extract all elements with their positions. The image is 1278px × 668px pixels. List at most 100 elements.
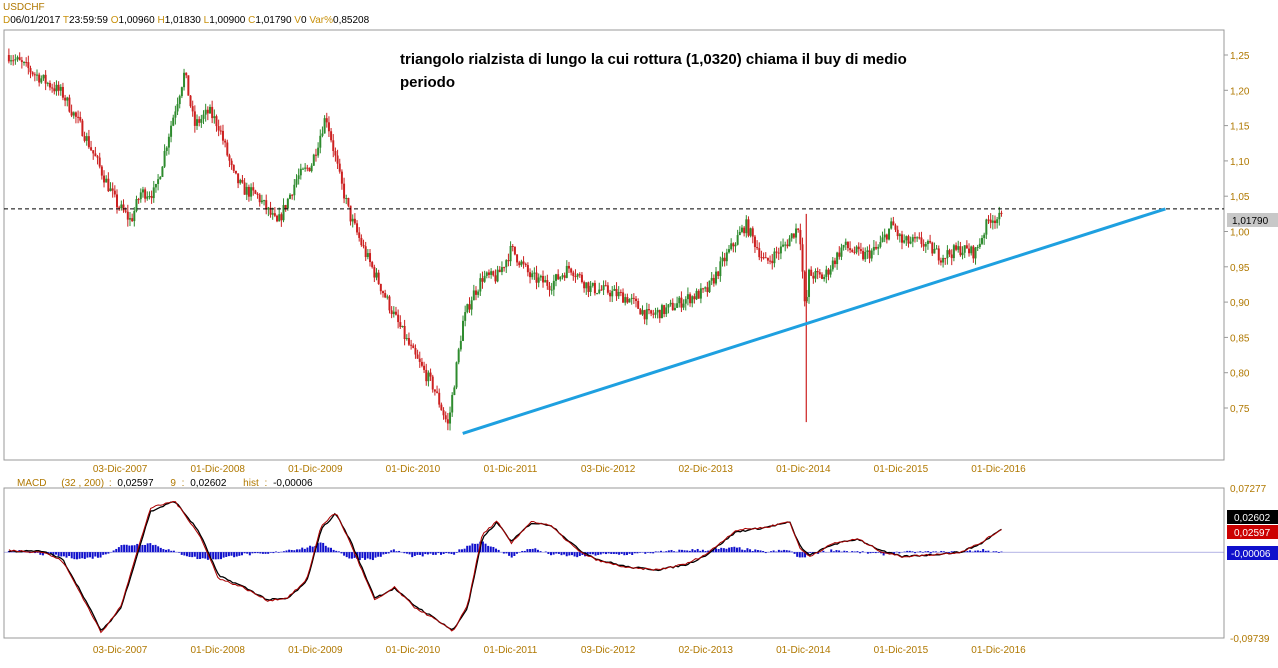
y-tick-label: 0,75 xyxy=(1230,404,1250,415)
candle-body xyxy=(378,273,380,284)
candle-body xyxy=(953,245,955,258)
low-value: 1,00900 xyxy=(209,15,245,26)
candle-body xyxy=(436,392,438,393)
candle-body xyxy=(289,195,291,199)
candle-body xyxy=(830,269,832,274)
candle-body xyxy=(55,85,57,91)
candle-body xyxy=(940,260,942,262)
candle-body xyxy=(808,270,810,297)
candle-body xyxy=(523,261,525,263)
candle-body xyxy=(557,274,559,279)
candle-body xyxy=(845,242,847,245)
candle-body xyxy=(637,301,639,309)
candle-body xyxy=(966,245,968,248)
x-tick-label: 01-Dic-2016 xyxy=(971,464,1026,475)
candle-body xyxy=(12,60,14,61)
candle-body xyxy=(224,141,226,143)
candle-body xyxy=(276,216,278,222)
candle-body xyxy=(399,322,401,327)
volume-value: 0 xyxy=(301,15,307,26)
candle-body xyxy=(696,291,698,299)
candle-body xyxy=(717,272,719,276)
candle-body xyxy=(577,274,579,276)
candle-body xyxy=(71,112,73,116)
candle-body xyxy=(451,395,453,412)
candle-body xyxy=(142,189,144,192)
candle-body xyxy=(538,277,540,282)
candle-body xyxy=(773,252,775,264)
candle-body xyxy=(886,235,888,240)
candle-body xyxy=(594,283,596,293)
candle-body xyxy=(285,205,287,208)
candle-body xyxy=(64,98,66,101)
signal-key: 9 xyxy=(170,478,176,489)
candle-body xyxy=(843,245,845,248)
candle-body xyxy=(975,248,977,259)
candle-body xyxy=(516,254,518,262)
candle-body xyxy=(862,251,864,259)
candle-body xyxy=(86,136,88,141)
candle-body xyxy=(836,253,838,265)
candle-body xyxy=(527,265,529,272)
candle-body xyxy=(724,258,726,261)
candle-body xyxy=(339,164,341,172)
candle-body xyxy=(747,219,749,235)
candle-body xyxy=(490,271,492,275)
candle-body xyxy=(101,167,103,176)
candle-body xyxy=(298,175,300,179)
candle-body xyxy=(66,98,68,101)
candle-body xyxy=(187,75,189,95)
y-tick-label: 0,80 xyxy=(1230,369,1250,380)
date-value: 06/01/2017 xyxy=(10,15,60,26)
macd-badge-text: 0,02597 xyxy=(1234,528,1271,539)
candle-body xyxy=(334,151,336,156)
candle-body xyxy=(629,299,631,303)
candle-body xyxy=(228,155,230,160)
candle-body xyxy=(609,293,611,297)
candle-body xyxy=(719,261,721,276)
candle-body xyxy=(328,122,330,131)
candle-body xyxy=(21,60,23,62)
candle-body xyxy=(715,272,717,284)
candle-body xyxy=(198,119,200,123)
candle-body xyxy=(60,87,62,91)
var-value: 0,85208 xyxy=(333,15,369,26)
candle-body xyxy=(75,112,77,116)
candle-body xyxy=(572,273,574,276)
candle-body xyxy=(611,291,613,296)
candle-body xyxy=(159,177,161,179)
candle-body xyxy=(350,206,352,222)
candle-body xyxy=(825,270,827,277)
candle-body xyxy=(445,415,447,419)
candle-body xyxy=(590,286,592,292)
candle-body xyxy=(30,68,32,72)
candle-body xyxy=(343,184,345,199)
candle-body xyxy=(79,117,81,121)
candle-body xyxy=(722,258,724,262)
candle-body xyxy=(114,191,116,195)
candle-body xyxy=(427,373,429,382)
candle-body xyxy=(946,250,948,258)
candle-body xyxy=(250,187,252,196)
candle-body xyxy=(765,257,767,258)
candle-body xyxy=(905,236,907,240)
candle-body xyxy=(912,237,914,241)
candle-body xyxy=(871,251,873,259)
candle-body xyxy=(352,219,354,222)
candle-body xyxy=(107,179,109,191)
candle-body xyxy=(412,345,414,348)
candle-body xyxy=(449,412,451,423)
candle-body xyxy=(786,245,788,247)
candle-body xyxy=(512,246,514,247)
candle-body xyxy=(345,198,347,199)
candle-body xyxy=(308,168,310,171)
candle-body xyxy=(233,165,235,171)
candle-body xyxy=(711,278,713,281)
candle-body xyxy=(196,119,198,126)
candle-body xyxy=(458,349,460,362)
candle-body xyxy=(369,253,371,262)
candle-body xyxy=(443,410,445,415)
candle-body xyxy=(503,267,505,268)
candle-body xyxy=(103,176,105,183)
x-tick-label: 03-Dic-2007 xyxy=(93,645,148,656)
